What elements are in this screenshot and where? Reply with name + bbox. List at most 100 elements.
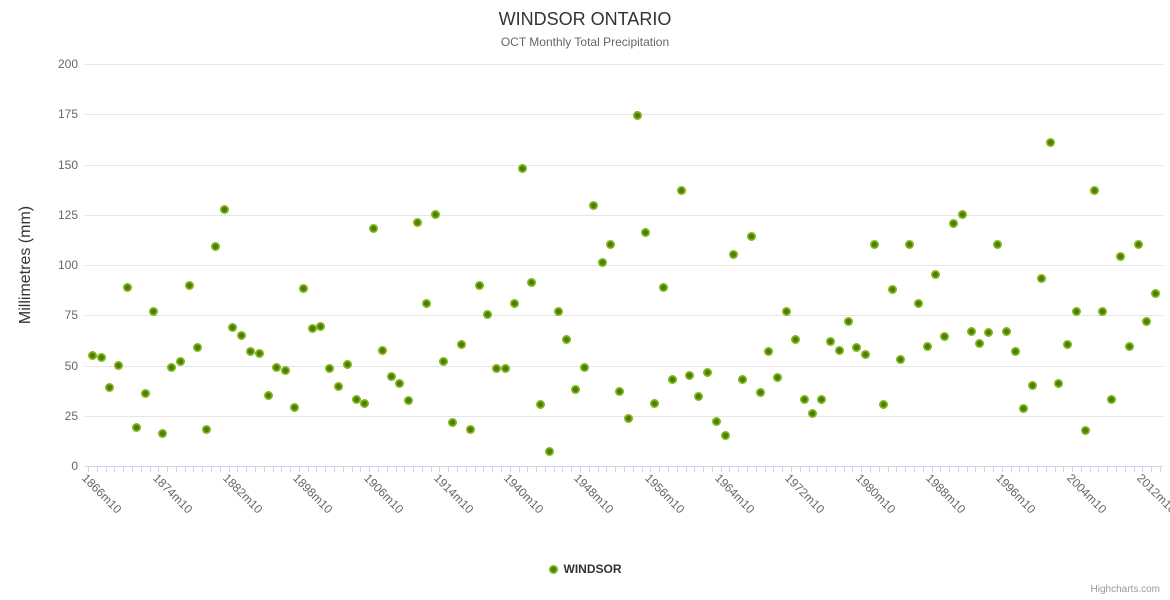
scatter-point[interactable] bbox=[782, 306, 792, 316]
scatter-point[interactable] bbox=[544, 447, 554, 457]
scatter-point[interactable] bbox=[254, 348, 264, 358]
scatter-point[interactable] bbox=[606, 240, 616, 250]
scatter-point[interactable] bbox=[694, 392, 704, 402]
scatter-point[interactable] bbox=[905, 240, 915, 250]
scatter-point[interactable] bbox=[702, 368, 712, 378]
scatter-point[interactable] bbox=[404, 396, 414, 406]
scatter-point[interactable] bbox=[474, 280, 484, 290]
scatter-point[interactable] bbox=[325, 364, 335, 373]
scatter-point[interactable] bbox=[825, 336, 835, 346]
scatter-point[interactable] bbox=[790, 334, 800, 344]
scatter-point[interactable] bbox=[105, 383, 115, 393]
scatter-point[interactable] bbox=[641, 228, 651, 238]
scatter-point[interactable] bbox=[615, 387, 625, 397]
scatter-point[interactable] bbox=[887, 284, 897, 294]
scatter-point[interactable] bbox=[333, 382, 343, 392]
scatter-point[interactable] bbox=[869, 240, 879, 250]
scatter-point[interactable] bbox=[228, 322, 238, 332]
scatter-point[interactable] bbox=[1107, 395, 1117, 405]
scatter-point[interactable] bbox=[386, 372, 396, 382]
legend-item-windsor[interactable]: WINDSOR bbox=[0, 562, 1170, 576]
scatter-point[interactable] bbox=[1036, 273, 1046, 283]
scatter-point[interactable] bbox=[711, 417, 721, 427]
scatter-point[interactable] bbox=[878, 400, 888, 410]
scatter-point[interactable] bbox=[395, 379, 405, 389]
scatter-point[interactable] bbox=[676, 186, 686, 196]
scatter-point[interactable] bbox=[448, 418, 458, 428]
scatter-point[interactable] bbox=[1063, 339, 1073, 349]
scatter-point[interactable] bbox=[1045, 137, 1055, 147]
scatter-point[interactable] bbox=[536, 400, 546, 410]
scatter-point[interactable] bbox=[123, 282, 133, 292]
scatter-point[interactable] bbox=[553, 306, 563, 316]
scatter-point[interactable] bbox=[685, 371, 695, 381]
scatter-point[interactable] bbox=[957, 210, 967, 220]
scatter-point[interactable] bbox=[1089, 186, 1099, 196]
scatter-point[interactable] bbox=[729, 250, 739, 260]
scatter-point[interactable] bbox=[1054, 379, 1064, 389]
scatter-point[interactable] bbox=[1010, 346, 1020, 356]
scatter-point[interactable] bbox=[755, 388, 765, 398]
scatter-point[interactable] bbox=[667, 375, 677, 385]
scatter-point[interactable] bbox=[738, 375, 748, 385]
scatter-point[interactable] bbox=[1151, 288, 1161, 298]
scatter-point[interactable] bbox=[263, 391, 273, 401]
scatter-point[interactable] bbox=[421, 298, 431, 308]
scatter-point[interactable] bbox=[1019, 404, 1029, 414]
scatter-point[interactable] bbox=[439, 356, 449, 366]
scatter-point[interactable] bbox=[483, 309, 493, 319]
scatter-point[interactable] bbox=[219, 205, 229, 215]
scatter-point[interactable] bbox=[1072, 306, 1082, 316]
scatter-point[interactable] bbox=[175, 356, 185, 366]
scatter-point[interactable] bbox=[922, 341, 932, 351]
scatter-point[interactable] bbox=[149, 306, 159, 316]
scatter-point[interactable] bbox=[518, 164, 528, 174]
scatter-point[interactable] bbox=[597, 258, 607, 268]
scatter-point[interactable] bbox=[764, 346, 774, 356]
scatter-point[interactable] bbox=[351, 395, 361, 405]
scatter-point[interactable] bbox=[562, 334, 572, 344]
scatter-point[interactable] bbox=[509, 298, 519, 308]
scatter-point[interactable] bbox=[342, 359, 352, 369]
highcharts-credit-link[interactable]: Highcharts.com bbox=[1090, 584, 1160, 595]
scatter-point[interactable] bbox=[307, 323, 317, 333]
scatter-point[interactable] bbox=[360, 399, 370, 409]
scatter-point[interactable] bbox=[817, 395, 827, 405]
scatter-point[interactable] bbox=[808, 409, 818, 419]
scatter-point[interactable] bbox=[465, 425, 475, 435]
scatter-point[interactable] bbox=[1028, 381, 1038, 391]
scatter-point[interactable] bbox=[1124, 341, 1134, 351]
scatter-point[interactable] bbox=[931, 269, 941, 279]
scatter-point[interactable] bbox=[966, 326, 976, 336]
scatter-point[interactable] bbox=[158, 429, 168, 439]
scatter-point[interactable] bbox=[852, 342, 862, 352]
scatter-point[interactable] bbox=[237, 330, 247, 340]
scatter-point[interactable] bbox=[861, 349, 871, 359]
scatter-point[interactable] bbox=[202, 425, 212, 435]
scatter-point[interactable] bbox=[281, 366, 291, 376]
scatter-point[interactable] bbox=[834, 345, 844, 355]
scatter-point[interactable] bbox=[87, 350, 97, 360]
scatter-point[interactable] bbox=[843, 316, 853, 326]
scatter-point[interactable] bbox=[1133, 240, 1143, 250]
scatter-point[interactable] bbox=[456, 339, 466, 349]
scatter-point[interactable] bbox=[527, 277, 537, 287]
scatter-point[interactable] bbox=[140, 389, 150, 399]
scatter-point[interactable] bbox=[650, 399, 660, 409]
scatter-point[interactable] bbox=[316, 321, 326, 331]
scatter-point[interactable] bbox=[975, 338, 985, 348]
scatter-point[interactable] bbox=[1098, 306, 1108, 316]
scatter-point[interactable] bbox=[799, 395, 809, 405]
scatter-point[interactable] bbox=[500, 364, 510, 373]
scatter-point[interactable] bbox=[166, 363, 176, 372]
scatter-point[interactable] bbox=[114, 361, 124, 370]
scatter-point[interactable] bbox=[96, 352, 106, 362]
scatter-point[interactable] bbox=[571, 385, 581, 395]
scatter-point[interactable] bbox=[1142, 316, 1152, 326]
scatter-point[interactable] bbox=[184, 280, 194, 290]
scatter-point[interactable] bbox=[272, 363, 282, 372]
scatter-point[interactable] bbox=[492, 364, 502, 373]
scatter-point[interactable] bbox=[949, 219, 958, 229]
scatter-point[interactable] bbox=[369, 224, 379, 234]
scatter-point[interactable] bbox=[246, 346, 256, 356]
